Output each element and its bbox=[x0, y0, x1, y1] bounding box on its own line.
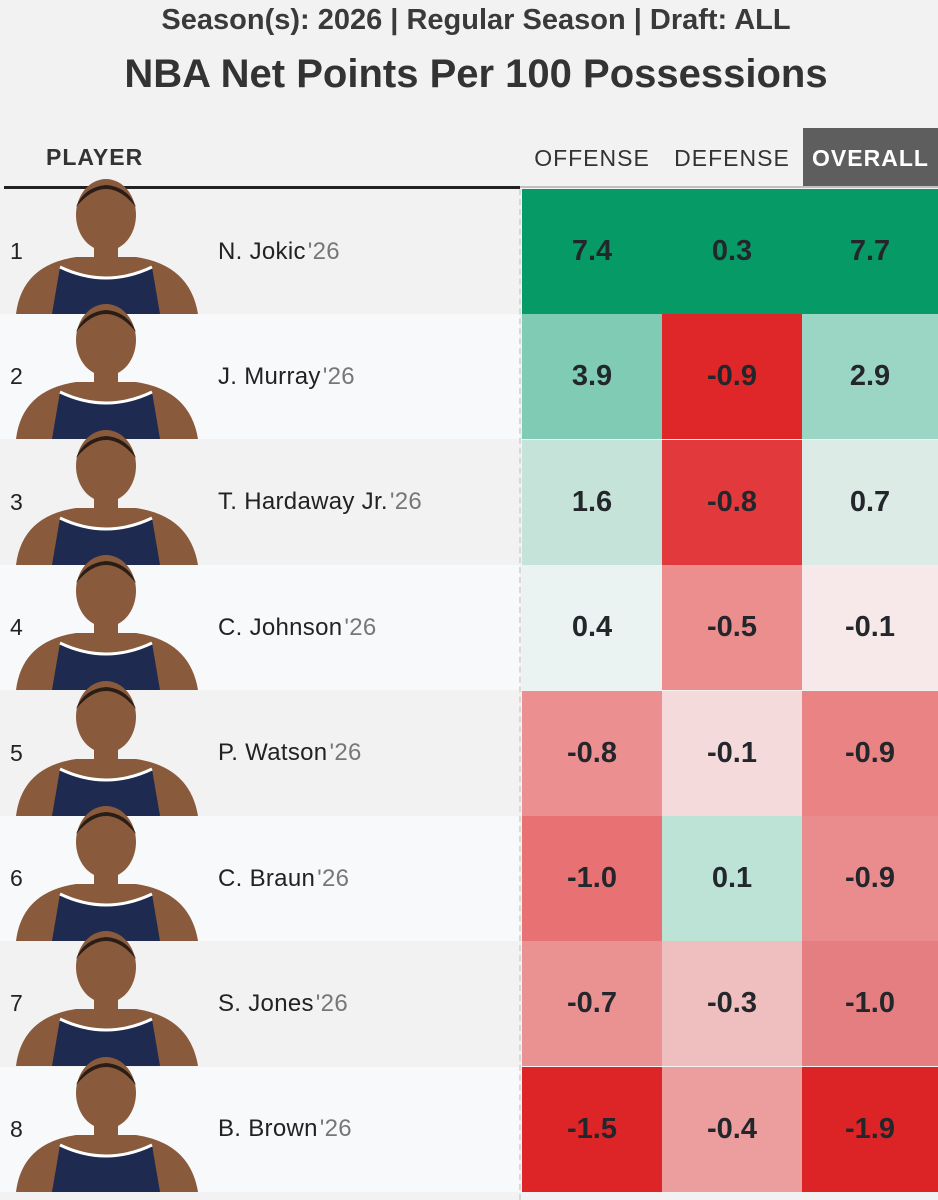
header-player[interactable]: PLAYER bbox=[46, 144, 144, 170]
cell-overall: 0.7 bbox=[802, 439, 938, 565]
cell-overall: -0.9 bbox=[802, 816, 938, 941]
player-avatar bbox=[8, 428, 204, 565]
header-rule-stats bbox=[520, 186, 938, 188]
player-name-text: P. Watson bbox=[218, 739, 328, 767]
player-avatar bbox=[8, 679, 204, 816]
chart-title: NBA Net Points Per 100 Possessions bbox=[124, 52, 828, 96]
cell-overall: 7.7 bbox=[802, 189, 938, 314]
player-season: '26 bbox=[315, 989, 348, 1017]
header-offense[interactable]: OFFENSE bbox=[534, 145, 650, 171]
player-avatar bbox=[8, 804, 204, 941]
player-rank: 4 bbox=[10, 614, 23, 641]
cell-overall: -0.1 bbox=[802, 565, 938, 691]
cell-overall: 2.9 bbox=[802, 314, 938, 440]
player-rank: 2 bbox=[10, 363, 23, 390]
player-rank: 5 bbox=[10, 739, 23, 766]
cell-offense: -1.5 bbox=[522, 1066, 662, 1192]
cell-offense: 1.6 bbox=[522, 439, 662, 565]
player-season: '26 bbox=[389, 488, 423, 516]
header-defense[interactable]: DEFENSE bbox=[674, 145, 790, 171]
player-season: '26 bbox=[344, 613, 377, 641]
table-row: 1 N. Jokic '26 7.4 0.3 7.7 bbox=[0, 179, 938, 314]
player-name[interactable]: T. Hardaway Jr. '26 bbox=[218, 440, 422, 565]
cell-offense: 0.4 bbox=[522, 565, 662, 691]
player-rank: 1 bbox=[10, 238, 23, 264]
player-rank: 7 bbox=[10, 990, 23, 1017]
player-headshot bbox=[16, 1056, 198, 1192]
cell-defense: -0.4 bbox=[662, 1066, 802, 1192]
player-rank: 8 bbox=[10, 1115, 23, 1142]
player-avatar bbox=[8, 302, 204, 440]
cell-defense: -0.5 bbox=[662, 565, 802, 691]
player-name[interactable]: S. Jones '26 bbox=[218, 941, 348, 1066]
player-season: '26 bbox=[322, 362, 355, 390]
player-name[interactable]: P. Watson '26 bbox=[218, 691, 362, 816]
player-headshot bbox=[16, 931, 198, 1067]
player-name-text: B. Brown bbox=[218, 1115, 318, 1143]
player-rank: 3 bbox=[10, 488, 23, 515]
player-name-text: T. Hardaway Jr. bbox=[218, 488, 388, 516]
table-row: 3 T. Hardaway Jr. '26 1.6 -0.8 0.7 bbox=[0, 429, 938, 565]
header-rule bbox=[4, 186, 520, 189]
column-divider bbox=[519, 189, 521, 1200]
player-headshot bbox=[16, 806, 198, 941]
player-season: '26 bbox=[307, 237, 340, 265]
cell-offense: 7.4 bbox=[522, 189, 662, 314]
table-row: 4 C. Johnson '26 0.4 -0.5 -0.1 bbox=[0, 555, 938, 691]
player-name[interactable]: C. Braun '26 bbox=[218, 816, 349, 941]
table-row: 6 C. Braun '26 -1.0 0.1 -0.9 bbox=[0, 806, 938, 941]
player-headshot bbox=[16, 429, 198, 565]
player-name[interactable]: C. Johnson '26 bbox=[218, 565, 377, 690]
player-season: '26 bbox=[317, 864, 350, 892]
cell-defense: 0.3 bbox=[662, 189, 802, 314]
player-name[interactable]: N. Jokic '26 bbox=[218, 189, 340, 314]
player-avatar bbox=[8, 177, 204, 314]
table-header: PLAYER OFFENSE DEFENSE OVERALL bbox=[0, 128, 938, 188]
cell-offense: -0.8 bbox=[522, 690, 662, 816]
cell-offense: -1.0 bbox=[522, 816, 662, 941]
player-headshot bbox=[16, 680, 198, 816]
player-headshot bbox=[16, 179, 198, 314]
player-season: '26 bbox=[329, 739, 362, 767]
player-name[interactable]: J. Murray '26 bbox=[218, 314, 355, 439]
player-name-text: S. Jones bbox=[218, 989, 314, 1017]
cell-offense: 3.9 bbox=[522, 314, 662, 440]
cell-defense: -0.1 bbox=[662, 690, 802, 816]
header-overall[interactable]: OVERALL bbox=[803, 128, 938, 186]
cell-overall: -1.0 bbox=[802, 941, 938, 1067]
player-headshot bbox=[16, 555, 198, 691]
table-row: 2 J. Murray '26 3.9 -0.9 2.9 bbox=[0, 304, 938, 440]
player-avatar bbox=[8, 553, 204, 691]
player-name-text: C. Johnson bbox=[218, 613, 343, 641]
chart-subtitle: Season(s): 2026 | Regular Season | Draft… bbox=[161, 4, 791, 36]
player-name-text: C. Braun bbox=[218, 864, 316, 892]
player-rank: 6 bbox=[10, 865, 23, 891]
table-row: 7 S. Jones '26 -0.7 -0.3 -1.0 bbox=[0, 931, 938, 1067]
player-avatar bbox=[8, 929, 204, 1067]
cell-defense: -0.9 bbox=[662, 314, 802, 440]
cell-defense: -0.3 bbox=[662, 941, 802, 1067]
cell-defense: -0.8 bbox=[662, 439, 802, 565]
player-avatar bbox=[8, 1055, 204, 1192]
table-row: 8 B. Brown '26 -1.5 -0.4 -1.9 bbox=[0, 1056, 938, 1192]
cell-overall: -1.9 bbox=[802, 1066, 938, 1192]
player-season: '26 bbox=[319, 1115, 352, 1143]
player-name-text: J. Murray bbox=[218, 362, 321, 390]
player-headshot bbox=[16, 304, 198, 440]
cell-offense: -0.7 bbox=[522, 941, 662, 1067]
player-name-text: N. Jokic bbox=[218, 237, 306, 265]
table-row: 5 P. Watson '26 -0.8 -0.1 -0.9 bbox=[0, 680, 938, 816]
cell-defense: 0.1 bbox=[662, 816, 802, 941]
cell-overall: -0.9 bbox=[802, 690, 938, 816]
player-name[interactable]: B. Brown '26 bbox=[218, 1067, 352, 1192]
